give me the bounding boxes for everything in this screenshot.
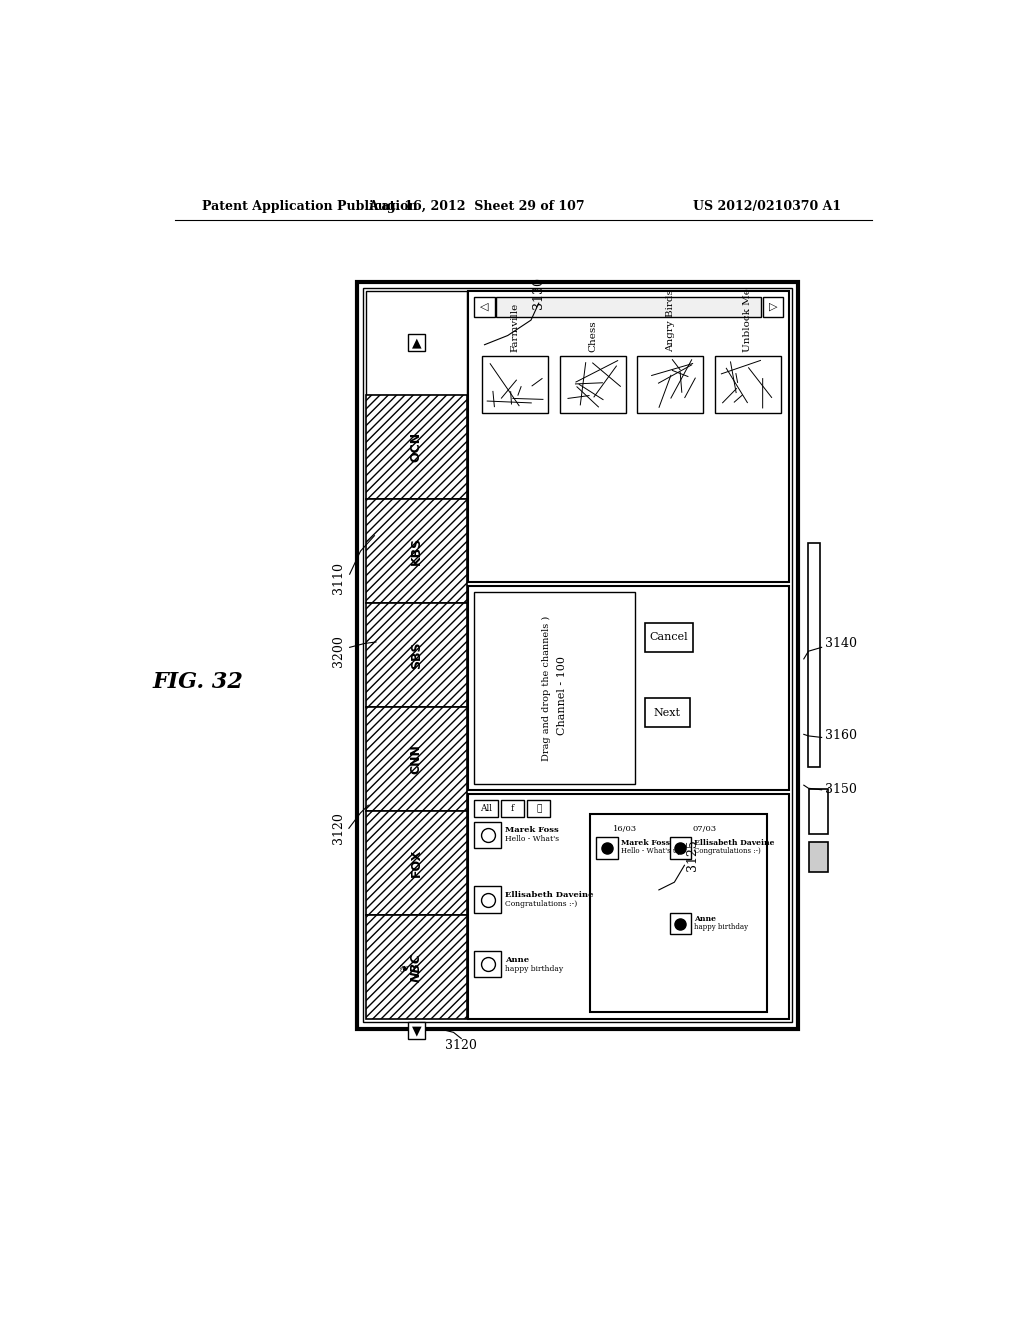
Bar [366,395,467,499]
Text: Aug. 16, 2012  Sheet 29 of 107: Aug. 16, 2012 Sheet 29 of 107 [369,199,585,213]
Text: Unblock Me: Unblock Me [743,288,752,351]
Bar [670,837,691,858]
Bar [408,334,425,351]
Text: Next: Next [653,708,681,718]
Bar [366,603,467,708]
Text: FOX: FOX [410,849,423,878]
Text: Hello - What's up?: Hello - What's up? [622,847,686,855]
Text: happy birthday: happy birthday [694,923,749,931]
Text: 3110: 3110 [333,562,345,594]
Text: KBS: KBS [410,537,423,565]
Bar [482,355,548,413]
Bar [366,708,467,810]
Text: Chess: Chess [588,319,597,351]
Bar [366,915,467,1019]
Bar [715,355,780,413]
Text: 3140: 3140 [825,638,857,649]
Text: Farmville: Farmville [511,302,519,351]
Text: Marek Foss: Marek Foss [505,826,558,834]
Bar [474,952,501,978]
Text: Cancel: Cancel [649,632,688,643]
Text: 16/03: 16/03 [613,825,638,833]
Text: 3120: 3120 [445,1039,477,1052]
Text: 3160: 3160 [825,730,857,742]
Text: 3150: 3150 [825,783,857,796]
Text: OCN: OCN [410,432,423,462]
Text: Channel - 100: Channel - 100 [557,656,567,735]
Text: FIG. 32: FIG. 32 [153,671,243,693]
Text: All: All [480,804,493,813]
Text: ▲: ▲ [412,337,421,350]
Bar [809,789,827,834]
Text: happy birthday: happy birthday [505,965,563,973]
Bar [670,912,691,935]
Bar [809,842,827,871]
Bar [808,543,820,767]
Bar [590,814,767,1011]
Text: ▼: ▼ [412,1024,421,1038]
Bar [560,355,626,413]
Text: 3130: 3130 [532,277,545,309]
Bar [468,290,790,582]
Bar [501,800,524,817]
Text: US 2012/0210370 A1: US 2012/0210370 A1 [693,199,841,213]
Text: ✉: ✉ [536,804,542,813]
Bar [474,593,635,784]
Bar [474,297,495,317]
Text: Congratulations :-): Congratulations :-) [694,847,761,855]
Text: 3120: 3120 [333,812,345,845]
Bar [362,288,793,1022]
Text: Ellisabeth Daveine: Ellisabeth Daveine [694,840,775,847]
Text: Anne: Anne [694,915,717,923]
Bar [356,281,799,1028]
Text: Drag and drop the channels ): Drag and drop the channels ) [543,615,552,760]
Text: f: f [511,804,514,813]
Text: Marek Foss: Marek Foss [622,840,671,847]
Bar [763,297,783,317]
Text: 07/03: 07/03 [693,825,717,833]
Text: Patent Application Publication: Patent Application Publication [202,199,417,213]
Bar [468,793,790,1019]
Text: Angry Birds: Angry Birds [666,289,675,351]
Bar [645,623,693,652]
Text: 3200: 3200 [333,635,345,667]
Bar [474,821,501,847]
Text: ▷: ▷ [769,302,777,312]
Text: Congratulations :-): Congratulations :-) [505,900,577,908]
Bar [366,290,467,395]
Bar [596,837,618,858]
Text: ❦: ❦ [400,962,411,972]
Text: Hello - What's: Hello - What's [505,836,559,843]
Bar [527,800,550,817]
Text: CNN: CNN [410,744,423,774]
Bar [637,355,703,413]
Bar [366,810,467,915]
Bar [474,887,501,912]
Text: ◁: ◁ [480,302,488,312]
Bar [645,698,689,727]
Text: Anne: Anne [505,956,528,964]
Bar [474,800,498,817]
Text: SBS: SBS [410,642,423,669]
Bar [408,1022,425,1039]
Text: Ellisabeth Daveine: Ellisabeth Daveine [505,891,593,899]
Bar [496,297,761,317]
Text: 3125: 3125 [686,840,699,871]
Bar [366,499,467,603]
Bar [468,586,790,789]
Text: NBC: NBC [410,953,423,982]
